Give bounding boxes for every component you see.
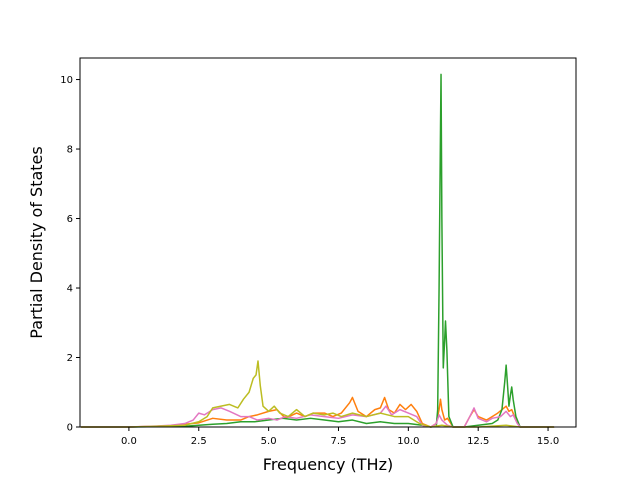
y-tick-label: 8 [67,145,73,156]
plot-area-frame [79,57,577,428]
y-tick-label: 10 [60,75,73,86]
x-tick-label: 15.0 [537,436,559,447]
y-tick-label: 0 [67,423,73,434]
x-tick-label: 10.0 [397,436,419,447]
x-tick-label: 5.0 [261,436,277,447]
x-tick-label: 0.0 [121,436,137,447]
x-axis-ticks: 0.0 2.5 5.0 7.5 10.0 12.5 15.0 [121,427,559,447]
y-axis-ticks: 0 2 4 6 8 10 [60,75,80,434]
y-tick-label: 4 [67,284,73,295]
x-tick-label: 2.5 [191,436,207,447]
x-tick-label: 12.5 [467,436,489,447]
y-tick-label: 2 [67,353,73,364]
series-layer [80,73,555,428]
y-tick-label: 6 [67,214,73,225]
series-line-4 [80,360,555,428]
x-axis-label: Frequency (THz) [263,455,393,474]
series-line-2 [80,73,555,428]
series-line-1 [80,396,555,428]
series-line-3 [80,405,555,428]
y-axis-label: Partial Density of States [27,146,46,338]
x-tick-label: 7.5 [331,436,347,447]
